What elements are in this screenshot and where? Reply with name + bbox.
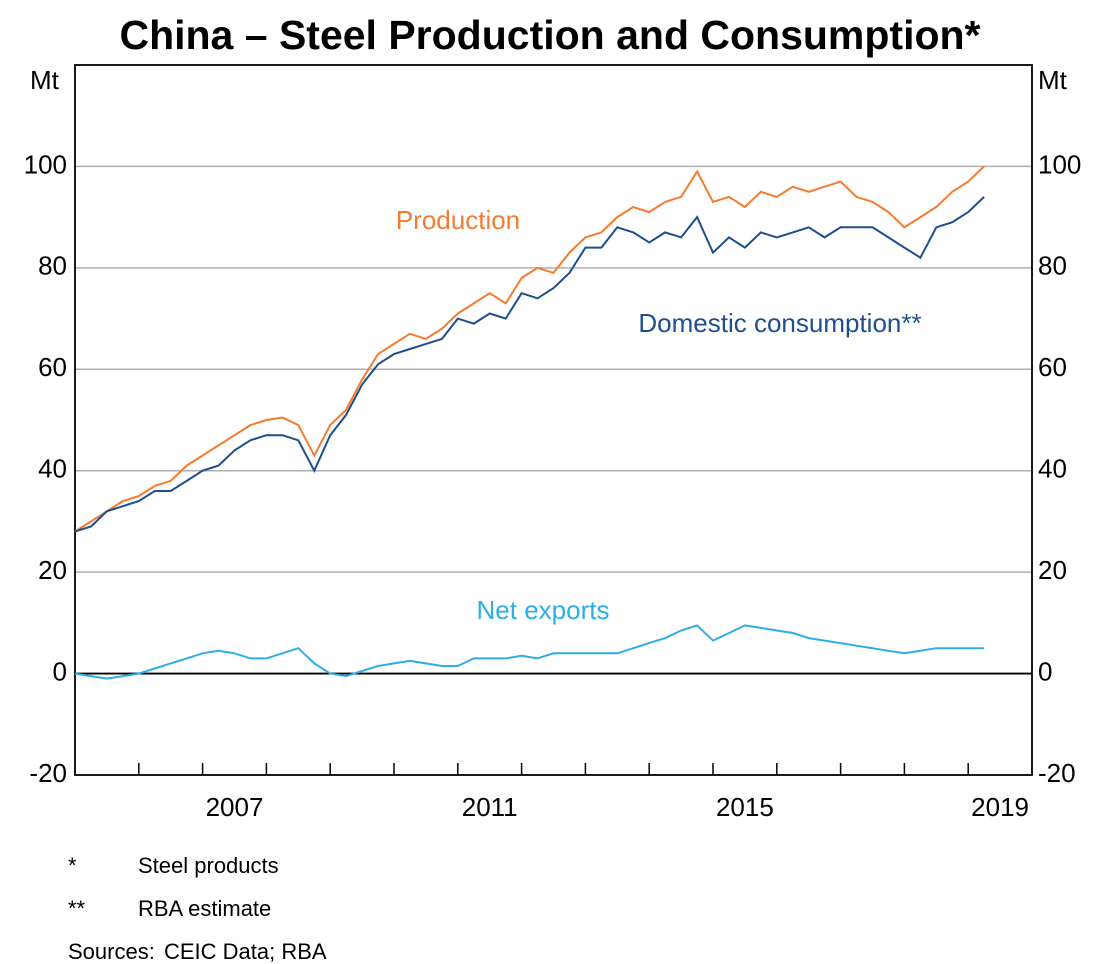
y-unit-label: Mt — [30, 65, 60, 95]
y-tick-label: 80 — [38, 251, 67, 281]
footnote-text: CEIC Data; RBA — [164, 939, 327, 964]
series-line — [74, 196, 985, 533]
y-tick-label: 20 — [38, 555, 67, 585]
x-tick-label: 2011 — [462, 792, 518, 822]
y2-tick-label: 20 — [1038, 555, 1067, 585]
y2-tick-label: 80 — [1038, 251, 1067, 281]
y2-tick-label: 40 — [1038, 454, 1067, 484]
y-tick-label: 60 — [38, 352, 67, 382]
y2-tick-label: 60 — [1038, 352, 1067, 382]
footnote-marker: * — [68, 853, 77, 878]
y-tick-label: 0 — [53, 656, 67, 686]
y2-tick-label: 0 — [1038, 656, 1052, 686]
x-tick-label: 2007 — [206, 792, 264, 822]
y-tick-label: 100 — [24, 149, 67, 179]
series-label: Net exports — [477, 595, 610, 625]
x-tick-label: 2019 — [971, 792, 1029, 822]
footnote-text: Steel products — [138, 853, 279, 878]
plot-frame — [74, 64, 1033, 776]
footnote-marker: Sources: — [68, 939, 155, 964]
footnote-marker: ** — [68, 896, 86, 921]
series-line — [74, 624, 985, 680]
footnote-text: RBA estimate — [138, 896, 271, 921]
y2-tick-label: 100 — [1038, 149, 1081, 179]
y-tick-label: 40 — [38, 454, 67, 484]
series-label: Domestic consumption** — [638, 308, 921, 338]
y-tick-label: -20 — [29, 758, 67, 788]
y2-unit-label: Mt — [1038, 65, 1068, 95]
chart-title: China – Steel Production and Consumption… — [119, 12, 980, 58]
series-line — [74, 165, 985, 533]
series-label: Production — [396, 205, 520, 235]
y2-tick-label: -20 — [1038, 758, 1076, 788]
x-tick-label: 2015 — [716, 792, 774, 822]
